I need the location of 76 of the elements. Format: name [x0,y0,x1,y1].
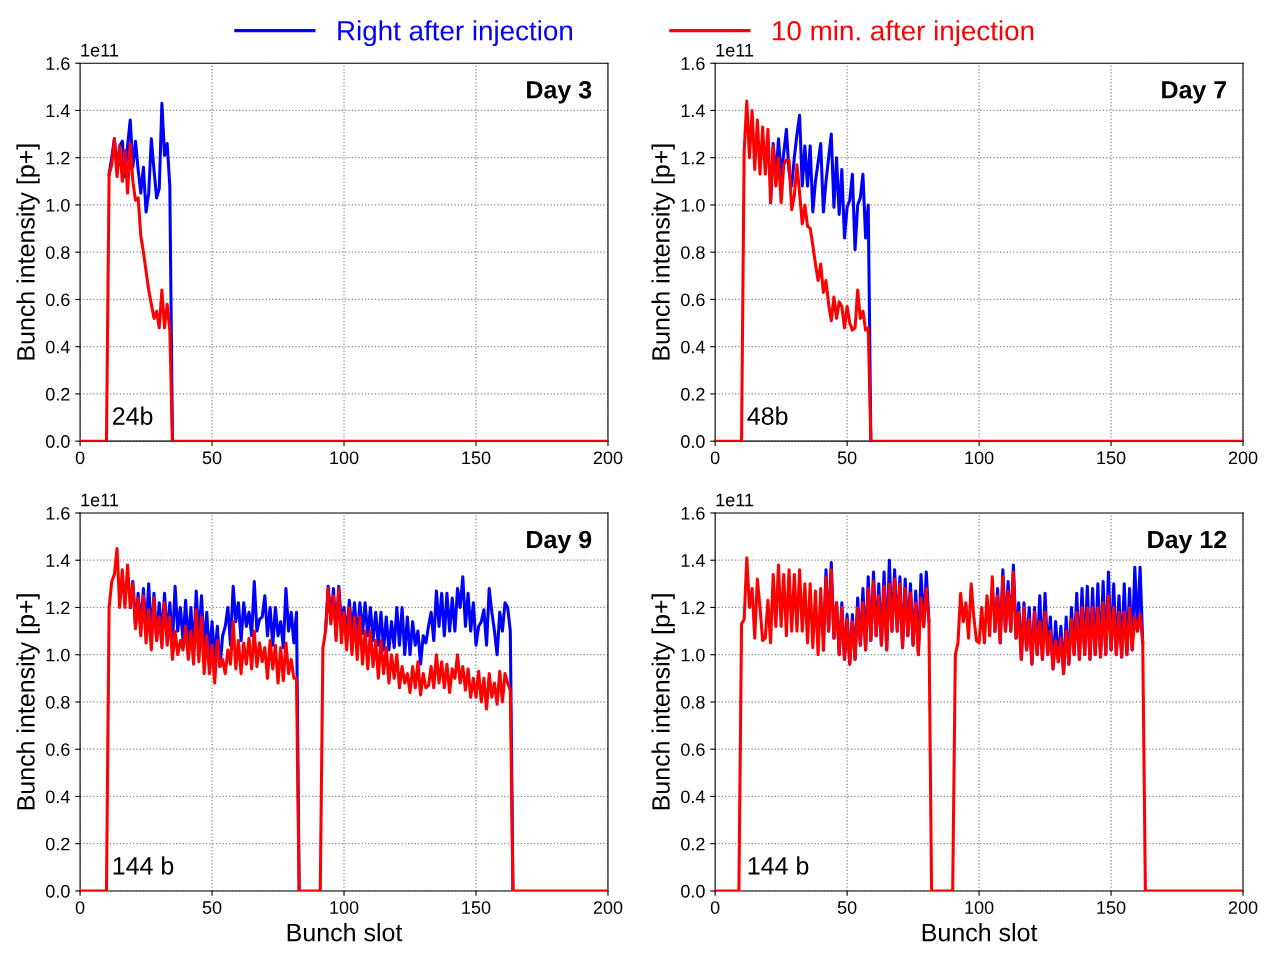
y-tick-label: 0.2 [681,387,705,401]
y-tick-label: 1.6 [681,57,705,70]
x-tick-label: 100 [965,901,994,914]
y-tick-label: 1.2 [681,601,705,615]
y-tick-label: 0.4 [681,340,705,354]
y-tick-label: 1.2 [46,151,70,165]
x-tick-label: 50 [837,901,857,914]
x-tick-label: 150 [1097,901,1126,914]
y-tick-label: 0.2 [45,837,70,851]
x-tick-label: 0 [75,451,85,465]
y-tick-label: 1.0 [681,198,705,212]
annotation: 144 b [748,856,809,875]
y-axis-title: Bunch intensity [p+] [651,144,675,360]
x-tick-label: 200 [593,901,623,914]
x-tick-label: 50 [837,451,857,465]
y-tick-label: 1.0 [46,648,70,662]
x-tick-label: 200 [1228,901,1258,914]
text: Day 9 [527,530,592,554]
y-tick-label: 0.0 [681,435,705,448]
x-tick-label: 100 [330,451,359,465]
y-axis-title: Bunch intensity [p+] [651,594,675,810]
x-tick-label: 0 [75,901,85,914]
y-tick-label: 1.6 [46,57,70,70]
x-tick-label: 150 [1097,451,1126,465]
y-tick-label: 0.6 [681,743,705,756]
y-tick-label: 0.8 [45,246,70,259]
y-tick-label: 1.2 [681,151,705,165]
text: 1e11 [81,44,119,57]
y-axis-title: Bunch intensity [p+] [16,144,40,360]
y-tick-label: 0.0 [45,435,70,448]
x-tick-label: 100 [965,451,994,465]
y-tick-label: 1.6 [46,506,70,520]
x-axis-title: Bunch slot [922,923,1038,942]
y-tick-label: 0.0 [45,884,70,898]
x-tick-label: 200 [593,451,623,465]
text: Day 7 [1162,81,1227,104]
y-tick-label: 1.0 [681,648,705,662]
text: Day 3 [527,80,592,104]
y-tick-label: 1.4 [46,104,70,118]
y-tick-label: 0.2 [45,387,70,401]
y-tick-label: 0.4 [45,790,70,804]
y-tick-label: 0.6 [45,743,70,756]
x-axis-title: Bunch slot [287,923,403,942]
x-tick-label: 0 [710,901,720,914]
y-tick-label: 1.6 [681,506,705,520]
y-tick-label: 0.4 [681,790,705,804]
y-tick-label: 1.4 [681,554,705,567]
y-tick-label: 1.2 [46,601,70,615]
y-tick-label: 1.0 [46,198,70,212]
y-tick-label: 0.8 [45,695,70,709]
annotation: 144 b [113,856,174,875]
y-tick-label: 0.8 [681,246,705,259]
legend-label: 10 min. after injection [773,20,1034,47]
annotation: 24b [113,406,153,425]
x-tick-label: 100 [330,901,359,914]
text: 1e11 [716,493,754,507]
text: 1e11 [81,493,119,507]
x-tick-label: 150 [462,451,491,465]
x-tick-label: 200 [1228,451,1258,465]
x-tick-label: 150 [462,901,491,914]
y-tick-label: 0.6 [45,293,70,307]
text: Day 12 [1148,530,1227,554]
y-tick-label: 0.8 [681,695,705,709]
y-tick-label: 1.4 [46,554,70,567]
y-tick-label: 1.4 [681,104,705,118]
x-tick-label: 50 [202,451,222,465]
y-tick-label: 0.6 [681,293,705,307]
legend-label: Right after injection [338,20,572,47]
text: 1e11 [716,44,754,57]
y-tick-label: 0.0 [681,884,705,898]
y-tick-label: 0.2 [681,837,705,851]
x-tick-label: 50 [202,901,222,914]
annotation: 48b [747,406,788,425]
y-axis-title: Bunch intensity [p+] [16,594,40,810]
y-tick-label: 0.4 [45,340,70,354]
x-tick-label: 0 [710,451,720,465]
